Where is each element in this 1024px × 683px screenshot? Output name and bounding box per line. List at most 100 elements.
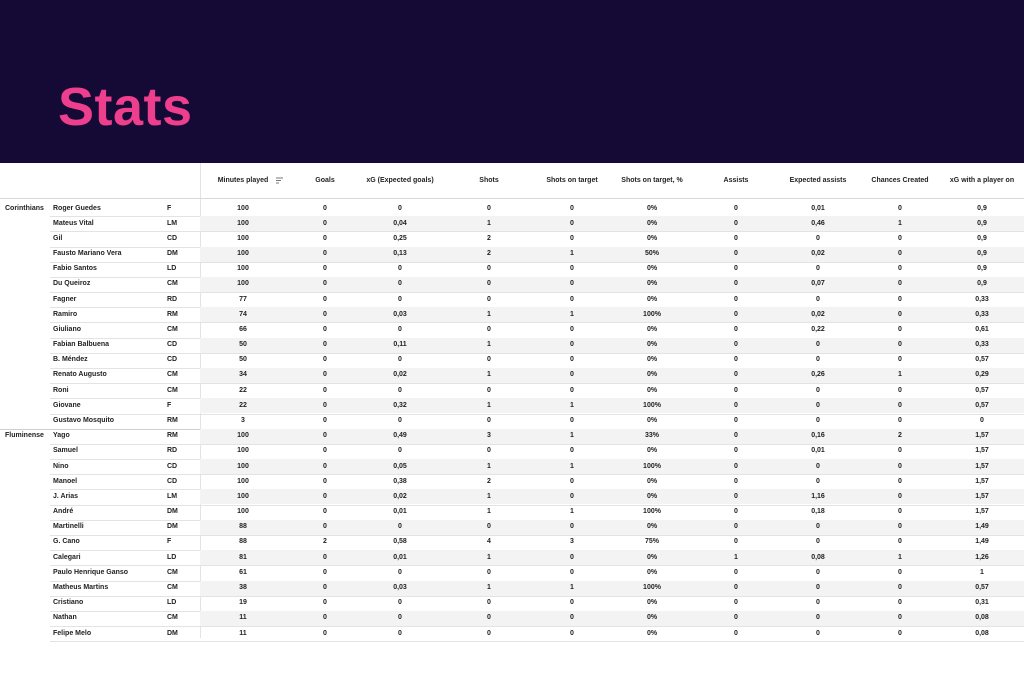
player-name: Fausto Mariano Vera (53, 250, 122, 258)
stat-cell: 1 (570, 462, 574, 470)
stat-cell: 0 (816, 462, 820, 470)
position: CD (167, 477, 178, 485)
stat-cell: 0 (898, 508, 902, 516)
stat-cell: 0,05 (393, 462, 407, 470)
stat-cell: 1 (487, 553, 491, 561)
row-stripe (200, 428, 1024, 444)
stat-cell: 1,57 (975, 508, 989, 516)
stat-cell: 0,04 (393, 219, 407, 227)
stat-cell: 0% (646, 265, 658, 273)
stat-cell: 0,08 (975, 614, 989, 622)
team-name: Fluminense (5, 432, 44, 440)
column-header[interactable]: Shots (479, 177, 499, 184)
stat-cell: 0% (646, 599, 658, 607)
stat-cell: 0 (898, 265, 902, 273)
stat-cell: 0 (570, 614, 574, 622)
stat-cell: 0 (487, 295, 491, 303)
stat-cell: 0% (646, 371, 658, 379)
player-name: Yago (53, 432, 70, 440)
stat-cell: 0,01 (393, 553, 407, 561)
stat-cell: 1 (487, 492, 491, 500)
row-line (50, 231, 1024, 233)
column-header[interactable]: Expected assists (789, 177, 847, 184)
sort-icon[interactable] (276, 177, 284, 184)
row-line (50, 504, 1024, 506)
position: DM (167, 629, 178, 637)
row-stripe (200, 550, 1024, 566)
column-header[interactable]: Assists (723, 177, 749, 184)
column-header[interactable]: xG (Expected goals) (366, 177, 434, 184)
stat-cell: 0 (398, 599, 402, 607)
column-header[interactable]: xG with a player on (949, 177, 1015, 184)
stat-cell: 0 (734, 629, 738, 637)
stat-cell: 0 (323, 523, 327, 531)
stat-cell: 0 (816, 599, 820, 607)
stat-cell: 0 (487, 280, 491, 288)
stat-cell: 0 (898, 538, 902, 546)
stat-cell: 0% (646, 386, 658, 394)
stat-cell: 0 (734, 341, 738, 349)
stat-cell: 0 (398, 295, 402, 303)
stat-cell: 0% (646, 614, 658, 622)
column-header[interactable]: Shots on target (546, 177, 598, 184)
stat-cell: 0 (487, 599, 491, 607)
stat-cell: 0 (570, 447, 574, 455)
position: RD (167, 295, 178, 303)
column-header[interactable]: Chances Created (871, 177, 929, 184)
stat-cell: 0 (734, 432, 738, 440)
stat-cell: 0 (898, 599, 902, 607)
stat-cell: 0 (398, 204, 402, 212)
stat-cell: 100% (643, 401, 661, 409)
stat-cell: 0 (898, 523, 902, 531)
position: LM (167, 219, 178, 227)
column-header[interactable]: Minutes played (217, 177, 269, 184)
position: CM (167, 614, 178, 622)
stat-cell: 1,16 (811, 492, 825, 500)
position: DM (167, 250, 178, 258)
player-name: Roger Guedes (53, 204, 101, 212)
stat-cell: 0,03 (393, 584, 407, 591)
stat-cell: 100 (237, 204, 249, 212)
stat-cell: 0,02 (811, 250, 825, 258)
stat-cell: 22 (239, 386, 247, 394)
stat-cell: 0 (398, 447, 402, 455)
stat-cell: 0 (898, 629, 902, 637)
stat-cell: 0 (323, 614, 327, 622)
stat-cell: 0 (323, 508, 327, 516)
stat-cell: 11 (239, 614, 247, 622)
stat-cell: 100% (643, 508, 661, 516)
stat-cell: 0 (734, 477, 738, 485)
stat-cell: 0 (323, 386, 327, 394)
stat-cell: 100 (237, 447, 249, 455)
stat-cell: 50 (239, 356, 247, 364)
stat-cell: 0,03 (393, 310, 407, 318)
team-name: Corinthians (5, 204, 44, 212)
stat-cell: 0 (487, 447, 491, 455)
row-line (50, 352, 1024, 354)
stat-cell: 19 (239, 599, 247, 607)
stat-cell: 0 (734, 234, 738, 242)
column-header[interactable]: Shots on target, % (621, 177, 683, 184)
stat-cell: 0 (487, 523, 491, 531)
player-name: Fabian Balbuena (53, 341, 110, 349)
position: CM (167, 568, 178, 576)
row-stripe (200, 337, 1024, 353)
stat-cell: 0 (816, 568, 820, 576)
stat-cell: 0% (646, 492, 658, 500)
row-line (50, 474, 1024, 476)
stat-cell: 100 (237, 432, 249, 440)
stat-cell: 0,9 (977, 280, 987, 288)
stat-cell: 0% (646, 553, 658, 561)
row-line (50, 626, 1024, 628)
stat-cell: 0 (898, 401, 902, 409)
page-title: Stats (58, 77, 193, 137)
player-name: Mateus Vital (53, 219, 94, 227)
stat-cell: 0 (323, 462, 327, 470)
column-header[interactable]: Goals (315, 177, 335, 184)
stat-cell: 1 (570, 508, 574, 516)
stat-cell: 0 (323, 265, 327, 273)
stat-cell: 0 (323, 325, 327, 333)
stat-cell: 0,22 (811, 325, 825, 333)
player-name: B. Méndez (53, 356, 88, 364)
